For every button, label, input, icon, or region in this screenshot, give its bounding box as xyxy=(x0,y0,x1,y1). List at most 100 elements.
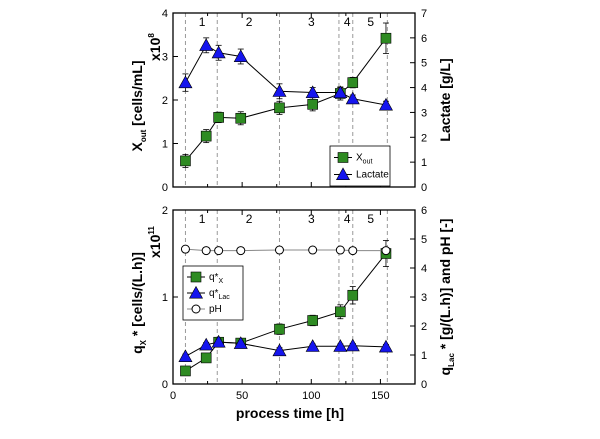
y-right-axis-title: qLac * [g/(L.h)] and pH [-] xyxy=(437,219,456,376)
y-right-tick-label: 5 xyxy=(421,58,427,70)
data-point-pH xyxy=(335,245,345,255)
data-point-X_out xyxy=(213,112,224,123)
legend-label: q*Lac xyxy=(209,288,230,301)
x-tick-label: 100 xyxy=(302,390,320,402)
data-point-X_out xyxy=(180,155,191,167)
y-right-tick-label: 7 xyxy=(421,8,427,20)
y-left-tick-label: 0 xyxy=(162,379,168,391)
legend-label: Xout xyxy=(356,153,372,166)
data-point-Lactate xyxy=(199,38,214,51)
data-point-Lactate xyxy=(233,49,248,63)
data-point-X_out xyxy=(200,130,212,142)
y-right-axis-title: Lactate [g/L] xyxy=(437,58,453,141)
data-point-pH xyxy=(381,246,391,256)
data-point-q*Lac xyxy=(233,336,248,349)
legend-marker xyxy=(191,304,201,314)
legend-label: Lactate xyxy=(356,170,389,181)
legend-marker xyxy=(337,152,349,163)
y-right-tick-label: 0 xyxy=(421,379,427,391)
phase-label: 3 xyxy=(308,15,315,29)
top-panel: 1 2 3 4 5 0 1 2 3 4 0 1 2 3 4 5 6 7 Xout [cells/mL] Lactate… xyxy=(129,8,453,194)
data-point-pH xyxy=(308,245,318,255)
legend-marker xyxy=(188,285,204,299)
y-right-tick-label: 3 xyxy=(421,107,427,119)
data-point-pH xyxy=(274,245,284,255)
y-scale-factor: x108 xyxy=(147,33,163,61)
data-point-q*X xyxy=(335,306,346,318)
phase-label: 4 xyxy=(344,15,351,29)
data-point-Lactate xyxy=(305,85,320,99)
y-left-axis-title: qX * [cells/(L.h)] xyxy=(129,252,148,354)
x-axis-title: process time [h] xyxy=(236,405,344,421)
data-point-Lactate xyxy=(272,84,287,97)
data-point-Lactate xyxy=(345,91,360,105)
data-point-q*Lac xyxy=(272,343,287,357)
phase-label: 1 xyxy=(199,212,206,226)
y-right-tick-label: 1 xyxy=(421,350,427,362)
y-scale-factor: x1011 xyxy=(147,226,163,258)
data-point-Lactate xyxy=(178,75,193,89)
y-right-tick-label: 1 xyxy=(421,157,427,169)
y-right-tick-label: 4 xyxy=(421,83,427,95)
y-left-tick-label: 2 xyxy=(162,95,168,107)
y-right-tick-label: 6 xyxy=(421,33,427,45)
phase-label: 5 xyxy=(367,15,374,29)
phase-label: 1 xyxy=(199,15,206,29)
data-point-q*X xyxy=(347,289,359,301)
data-point-pH xyxy=(236,246,246,256)
data-point-q*X xyxy=(200,352,212,364)
data-point-q*X xyxy=(307,315,318,326)
x-tick-label: 150 xyxy=(371,390,389,402)
y-right-tick-label: 0 xyxy=(421,182,427,194)
legend: Xout Lactate xyxy=(329,145,391,187)
x-tick-label: 0 xyxy=(170,390,176,402)
phase-label: 3 xyxy=(308,212,315,226)
data-point-X_out xyxy=(235,112,247,124)
y-left-tick-label: 1 xyxy=(162,292,168,304)
data-point-q*X xyxy=(274,323,285,335)
data-point-pH xyxy=(214,246,224,256)
data-point-Lactate xyxy=(211,45,226,59)
legend-label: q*X xyxy=(209,272,223,285)
data-point-X_out xyxy=(307,99,318,110)
y-left-axis-title: Xout [cells/mL] xyxy=(129,60,148,151)
y-left-tick-label: 2 xyxy=(162,205,168,217)
y-left-tick-label: 3 xyxy=(162,52,168,64)
data-point-q*Lac xyxy=(178,349,193,362)
data-point-Lactate xyxy=(333,85,348,99)
legend-marker xyxy=(190,271,202,283)
legend-marker xyxy=(335,167,351,180)
data-point-q*Lac xyxy=(199,337,214,351)
phase-label: 5 xyxy=(367,212,374,226)
y-right-tick-label: 2 xyxy=(421,132,427,144)
data-point-pH xyxy=(348,246,358,256)
phase-label: 2 xyxy=(246,15,253,29)
y-right-tick-label: 4 xyxy=(421,263,427,275)
legend: q*X q*Lac pH xyxy=(182,265,244,321)
y-right-tick-label: 2 xyxy=(421,321,427,333)
legend-label: pH xyxy=(209,304,222,315)
y-left-tick-label: 0 xyxy=(162,182,168,194)
y-right-tick-label: 5 xyxy=(421,234,427,246)
data-point-X_out xyxy=(347,77,359,88)
phase-label: 2 xyxy=(246,212,253,226)
x-tick-label: 50 xyxy=(236,390,248,402)
data-point-pH xyxy=(180,244,190,254)
data-point-q*Lac xyxy=(378,339,393,353)
data-point-q*Lac xyxy=(211,334,226,348)
data-point-q*Lac xyxy=(345,338,360,352)
phase-label: 4 xyxy=(344,212,351,226)
data-point-q*Lac xyxy=(333,339,348,352)
y-left-tick-label: 4 xyxy=(162,8,168,20)
data-point-pH xyxy=(201,246,211,256)
y-right-tick-label: 3 xyxy=(421,292,427,304)
y-right-tick-label: 6 xyxy=(421,205,427,217)
data-point-Lactate xyxy=(378,97,393,111)
data-point-q*Lac xyxy=(305,339,320,352)
data-point-X_out xyxy=(380,32,392,44)
data-point-q*X xyxy=(180,365,191,377)
y-left-tick-label: 1 xyxy=(162,139,168,151)
data-point-X_out xyxy=(274,102,285,114)
